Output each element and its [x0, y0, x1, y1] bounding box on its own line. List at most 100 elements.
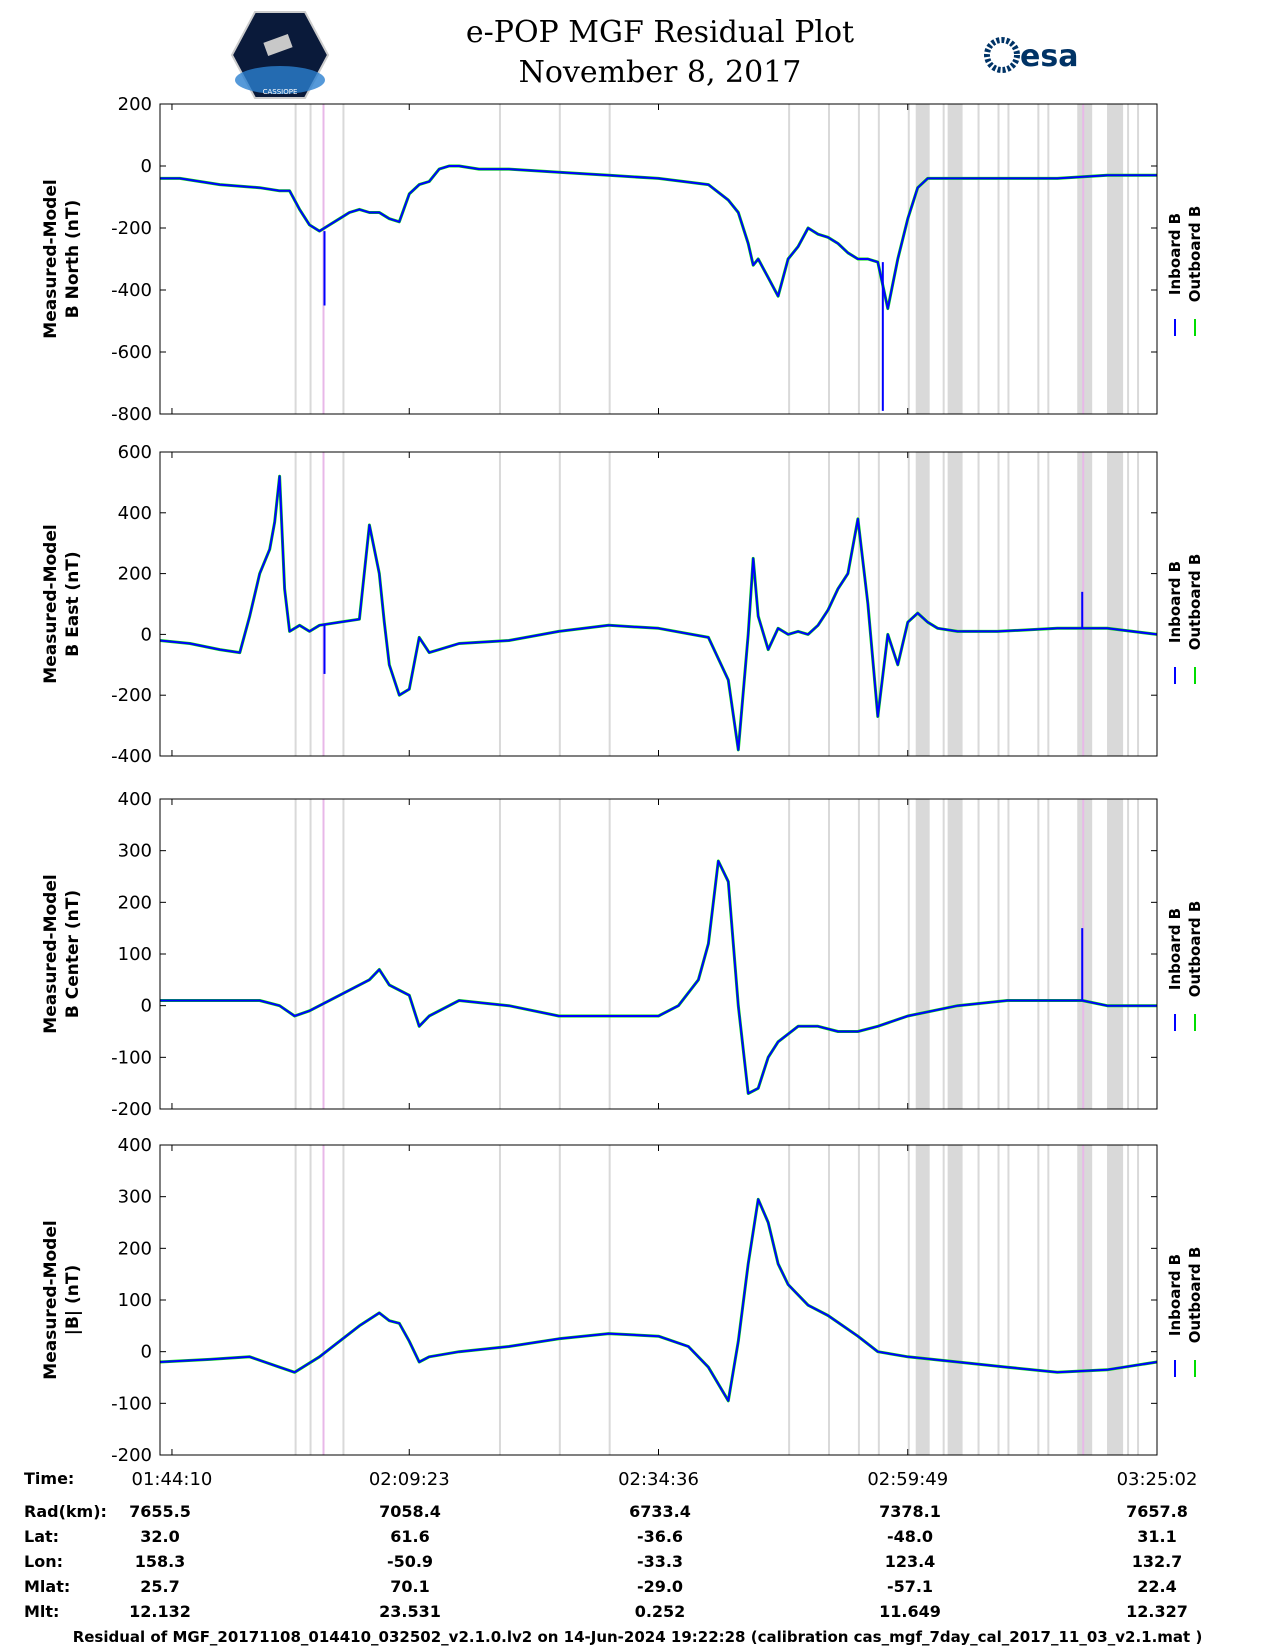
data-gap-band — [915, 104, 930, 414]
event-marker — [322, 452, 325, 756]
legend-inboard-label: Inboard B — [1166, 1254, 1184, 1336]
data-gap-band — [1107, 452, 1124, 756]
legend-outboard-label: Outboard B — [1186, 554, 1204, 651]
y-tick-label: 400 — [118, 503, 152, 524]
data-gap-band — [1047, 799, 1050, 1109]
data-gap-band — [827, 452, 830, 756]
series-inboard-b — [159, 475, 1158, 751]
data-gap-band — [294, 452, 297, 756]
ephemeris-value: 123.4 — [884, 1552, 936, 1571]
ephemeris-row-label: Rad(km): — [24, 1502, 107, 1521]
y-axis-label: |B| (nT) — [63, 1265, 83, 1336]
data-gap-band — [997, 104, 1000, 414]
data-gap-band — [1137, 452, 1140, 756]
ephemeris-value: 12.327 — [1126, 1602, 1188, 1621]
ephemeris-value: -33.3 — [636, 1552, 684, 1571]
y-tick-label: -400 — [111, 746, 152, 767]
y-tick-label: 300 — [118, 1187, 152, 1208]
data-gap-band — [1007, 799, 1010, 1109]
legend-outboard-label: Outboard B — [1186, 1247, 1204, 1344]
ephemeris-value: 7058.4 — [379, 1502, 441, 1521]
data-gap-band — [1127, 1145, 1130, 1455]
data-gap-band — [309, 452, 312, 756]
y-axis-label: Measured-Model — [41, 179, 61, 338]
data-gap-band — [309, 1145, 312, 1455]
data-gap-band — [1077, 104, 1093, 414]
data-gap-band — [942, 104, 945, 414]
data-gap-band — [1007, 452, 1010, 756]
data-gap-band — [342, 1145, 345, 1455]
panel-2: 600 400 200 0 -200 -400 Measured-Model B East (… — [41, 442, 1204, 767]
event-marker — [1082, 1145, 1085, 1455]
data-gap-band — [1007, 1145, 1010, 1455]
y-tick-label: 400 — [118, 789, 152, 810]
y-tick-label: -800 — [111, 404, 152, 425]
page-date: November 8, 2017 — [518, 55, 802, 90]
data-gap-band — [947, 452, 963, 756]
ephemeris-value: 12.132 — [129, 1602, 191, 1621]
x-tick-label: 01:44:10 — [132, 1469, 213, 1490]
y-axis-label: Measured-Model — [41, 524, 61, 683]
series-inboard-b — [160, 860, 1157, 1095]
y-tick-label: 100 — [118, 1290, 152, 1311]
x-tick-label: 03:25:02 — [1117, 1469, 1198, 1490]
data-gap-band — [294, 799, 297, 1109]
data-gap-band — [1077, 452, 1093, 756]
event-marker — [322, 1145, 325, 1455]
y-axis-label: B North (nT) — [63, 200, 83, 319]
legend-outboard-label: Outboard B — [1186, 206, 1204, 303]
data-gap-band — [1127, 104, 1130, 414]
data-gap-band — [558, 1145, 561, 1455]
ephemeris-row-label: Time: — [24, 1469, 75, 1488]
panel-1: 200 0 -200 -400 -600 -800 Measured-Model B Nort… — [41, 94, 1204, 425]
footer-caption: Residual of MGF_20171108_014410_032502_v… — [72, 1628, 1203, 1646]
panel-4: 400 300 200 100 0 -100 -200 Measured-Model |B| (… — [41, 1135, 1204, 1466]
y-tick-label: 0 — [141, 996, 152, 1017]
data-gap-band — [942, 1145, 945, 1455]
data-gap-band — [294, 1145, 297, 1455]
data-gap-band — [977, 452, 980, 756]
data-gap-band — [788, 452, 791, 756]
y-tick-label: -200 — [111, 218, 152, 239]
series-inboard-b — [159, 1198, 1158, 1402]
data-gap-band — [1037, 1145, 1040, 1455]
data-gap-band — [309, 799, 312, 1109]
event-marker — [322, 799, 325, 1109]
ephemeris-value: 32.0 — [140, 1527, 180, 1546]
ephemeris-value: 22.4 — [1137, 1577, 1177, 1596]
plot-frame — [159, 1144, 1158, 1456]
y-tick-label: 0 — [141, 624, 152, 645]
ephemeris-value: -36.6 — [636, 1527, 684, 1546]
data-gap-band — [977, 799, 980, 1109]
data-gap-band — [907, 1145, 910, 1455]
legend-inboard-label: Inboard B — [1166, 561, 1184, 643]
data-gap-band — [608, 1145, 611, 1455]
data-gap-band — [977, 104, 980, 414]
y-axis-label: B Center (nT) — [63, 890, 83, 1018]
data-gap-band — [558, 104, 561, 414]
y-tick-label: 400 — [118, 1135, 152, 1156]
data-gap-band — [608, 452, 611, 756]
data-gap-band — [1137, 1145, 1140, 1455]
y-tick-label: 200 — [118, 1238, 152, 1259]
ephemeris-value: 6733.4 — [629, 1502, 691, 1521]
data-gap-band — [997, 799, 1000, 1109]
data-gap-band — [1047, 452, 1050, 756]
data-gap-band — [942, 452, 945, 756]
data-gap-band — [1107, 1145, 1124, 1455]
data-gap-band — [558, 452, 561, 756]
ephemeris-value: -48.0 — [886, 1527, 934, 1546]
svg-text:CASSIOPE: CASSIOPE — [263, 88, 298, 96]
data-gap-band — [498, 452, 501, 756]
data-gap-band — [1077, 799, 1093, 1109]
y-tick-label: 100 — [118, 944, 152, 965]
ephemeris-value: 0.252 — [634, 1602, 686, 1621]
data-gap-band — [608, 799, 611, 1109]
plot-frame — [159, 451, 1158, 757]
legend-outboard-label: Outboard B — [1186, 901, 1204, 998]
ephemeris-value: 158.3 — [134, 1552, 186, 1571]
data-gap-band — [947, 799, 963, 1109]
ephemeris-value: 61.6 — [390, 1527, 430, 1546]
y-tick-label: 0 — [141, 156, 152, 177]
ephemeris-row-label: Lat: — [24, 1527, 60, 1546]
